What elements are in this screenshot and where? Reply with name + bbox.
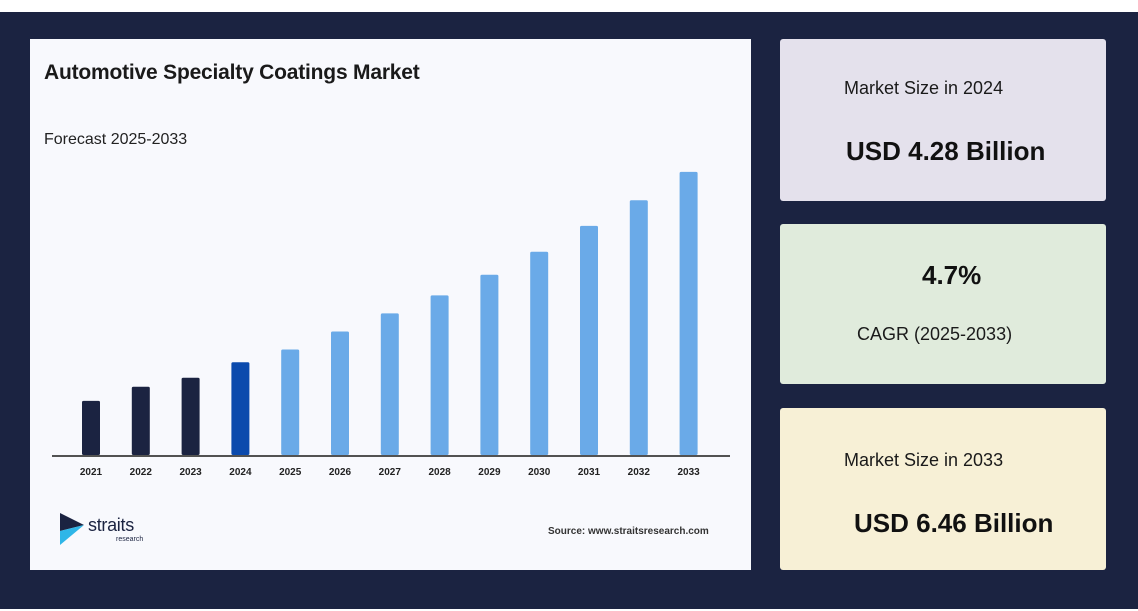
bar-2026 bbox=[331, 331, 349, 455]
bar-2027 bbox=[380, 313, 399, 455]
bar-2028 bbox=[430, 295, 449, 455]
bar-2031 bbox=[580, 225, 598, 455]
straits-logo-mark-icon bbox=[60, 513, 84, 545]
x-tick-label: 2021 bbox=[80, 467, 103, 478]
x-tick-label: 2027 bbox=[379, 467, 402, 478]
x-tick-label: 2025 bbox=[279, 467, 302, 478]
cagr-label: CAGR (2025-2033) bbox=[857, 324, 1013, 344]
bar-2022 bbox=[131, 386, 150, 455]
market-size-2033-label: Market Size in 2033 bbox=[844, 450, 1004, 470]
straits-logo: straits research bbox=[58, 511, 158, 551]
bar-2023 bbox=[181, 377, 200, 455]
bar-2032 bbox=[629, 200, 648, 455]
bar-2025 bbox=[281, 349, 300, 455]
bar-2029 bbox=[480, 274, 499, 455]
x-tick-label: 2026 bbox=[329, 467, 352, 478]
market-size-2024-value: USD 4.28 Billion bbox=[846, 136, 1046, 166]
logo-subword: research bbox=[116, 536, 144, 543]
x-tick-label: 2024 bbox=[229, 467, 252, 478]
source-note: Source: www.straitsresearch.com bbox=[548, 526, 709, 537]
x-tick-label: 2030 bbox=[528, 467, 551, 478]
x-tick-label: 2033 bbox=[677, 467, 700, 478]
x-tick-label: 2023 bbox=[179, 467, 202, 478]
x-tick-label: 2031 bbox=[578, 467, 601, 478]
chart-panel: Automotive Specialty Coatings Market For… bbox=[30, 39, 751, 570]
market-size-2024-card: Market Size in 2024 USD 4.28 Billion bbox=[780, 39, 1106, 201]
market-size-2033-card: Market Size in 2033 USD 6.46 Billion bbox=[780, 408, 1106, 570]
chart-title: Automotive Specialty Coatings Market bbox=[44, 61, 420, 84]
cagr-card: 4.7% CAGR (2025-2033) bbox=[780, 224, 1106, 384]
chart-subtitle: Forecast 2025-2033 bbox=[44, 131, 188, 148]
logo-wordmark: straits bbox=[88, 515, 134, 535]
bar-chart: 2021 2022 2023 2024 2025 2026 2027 2028 2029 2030… bbox=[52, 171, 730, 478]
x-tick-label: 2032 bbox=[628, 467, 651, 478]
x-tick-label: 2029 bbox=[478, 467, 501, 478]
bar-2021 bbox=[82, 400, 100, 455]
market-size-2033-value: USD 6.46 Billion bbox=[854, 508, 1054, 538]
market-size-2024-label: Market Size in 2024 bbox=[844, 78, 1004, 98]
bar-2024 bbox=[231, 362, 250, 455]
cagr-value: 4.7% bbox=[922, 260, 982, 290]
x-tick-label: 2022 bbox=[130, 467, 153, 478]
x-tick-label: 2028 bbox=[428, 467, 451, 478]
bar-2033 bbox=[679, 171, 698, 455]
bar-2030 bbox=[530, 251, 549, 455]
